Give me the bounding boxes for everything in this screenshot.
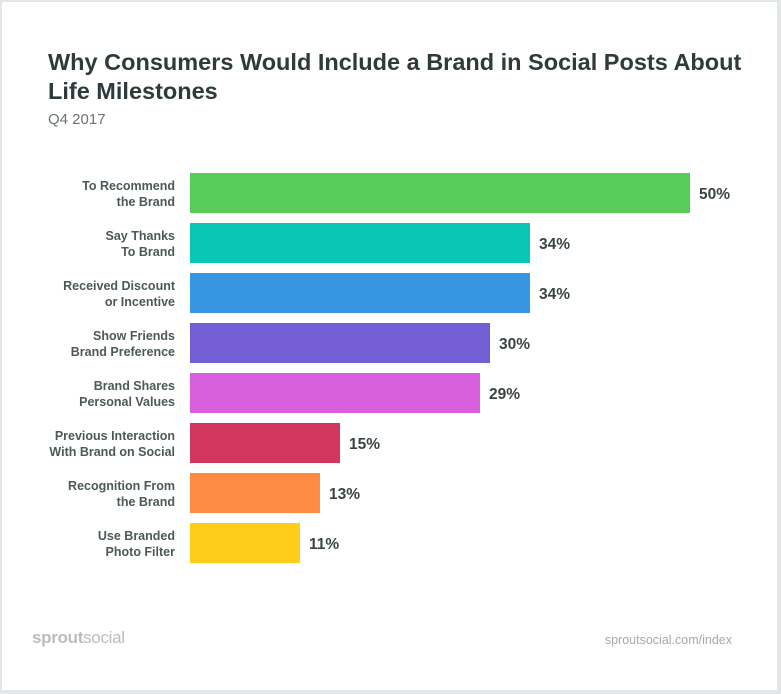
category-label: Brand Preference <box>71 345 175 359</box>
category-label: Previous Interaction <box>55 429 175 443</box>
value-label: 34% <box>539 286 570 303</box>
sprout-social-logo: sproutsocial <box>32 628 125 647</box>
chart-title: Why Consumers Would Include a Brand in S… <box>48 49 742 104</box>
bar <box>190 173 690 213</box>
value-label: 34% <box>539 236 570 253</box>
value-label: 11% <box>309 536 339 553</box>
bar <box>190 323 490 363</box>
category-label: Brand Shares <box>94 379 175 393</box>
bar <box>190 223 530 263</box>
category-label: Use Branded <box>98 529 175 543</box>
category-label: Personal Values <box>79 395 175 409</box>
value-label: 29% <box>489 386 520 403</box>
category-label: Recognition From <box>68 479 175 493</box>
value-label: 15% <box>349 436 380 453</box>
category-label: Received Discount <box>63 279 176 293</box>
category-label: With Brand on Social <box>49 445 175 459</box>
chart-subtitle: Q4 2017 <box>48 111 106 128</box>
bar <box>190 523 300 563</box>
category-label: Show Friends <box>93 329 175 343</box>
category-label: Say Thanks <box>106 229 176 243</box>
category-label: or Incentive <box>105 295 175 309</box>
source-link[interactable]: sproutsocial.com/index <box>604 633 732 647</box>
category-label: Photo Filter <box>106 545 176 559</box>
category-label: the Brand <box>117 195 175 209</box>
bar <box>190 473 320 513</box>
bar <box>190 373 480 413</box>
category-label: To Brand <box>121 245 175 259</box>
bar <box>190 423 340 463</box>
value-label: 13% <box>329 486 360 503</box>
bar <box>190 273 530 313</box>
category-label: the Brand <box>117 495 175 509</box>
value-label: 50% <box>699 186 730 203</box>
value-label: 30% <box>499 336 530 353</box>
category-label: To Recommend <box>82 179 175 193</box>
